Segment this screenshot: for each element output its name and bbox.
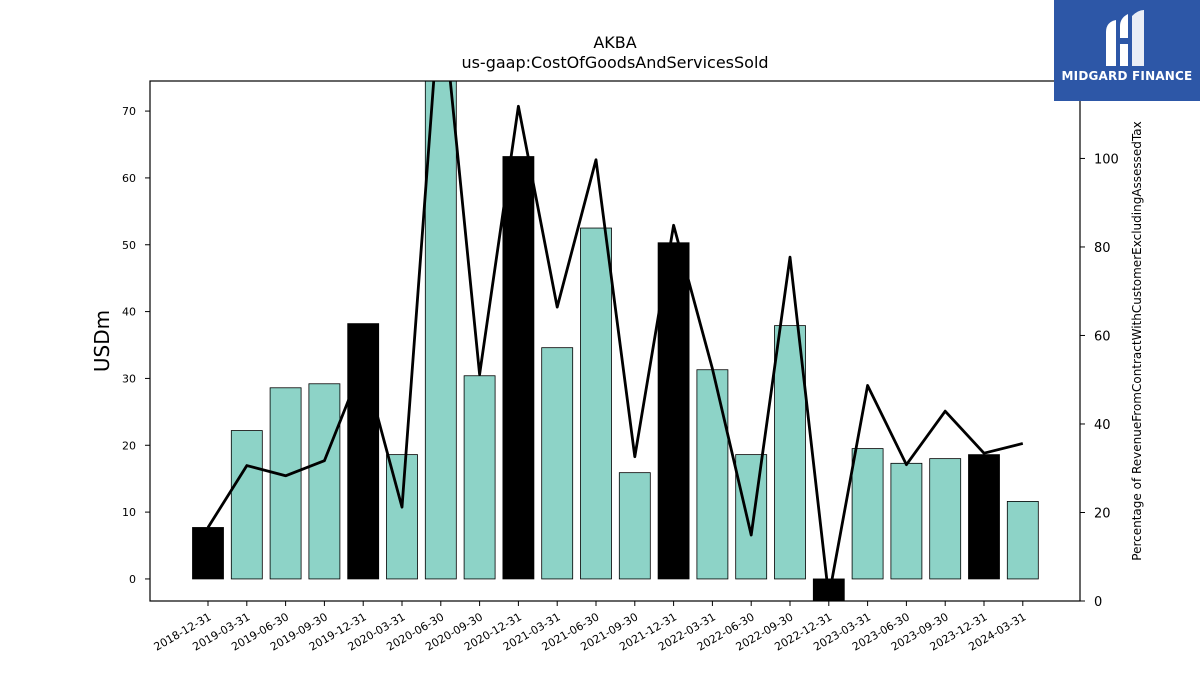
bar-2021-09-30 [618, 472, 651, 580]
plot-frame [149, 80, 1081, 602]
y-tick-label: 20 [122, 439, 136, 452]
bar-2023-03-31 [851, 448, 884, 580]
chart-subtitle: us-gaap:CostOfGoodsAndServicesSold [461, 53, 768, 72]
bar-2019-09-30 [308, 383, 341, 580]
bar-2022-03-31 [696, 369, 729, 580]
y-tick-label: 0 [129, 573, 136, 586]
y-axis-label: USDm [90, 310, 114, 372]
y-tick-label: 30 [122, 372, 136, 385]
y-tick-label: 60 [122, 172, 136, 185]
y2-axis-label: Percentage of RevenueFromContractWithCus… [1130, 121, 1144, 560]
logo-text: MIDGARD FINANCE [1061, 69, 1193, 83]
bar-2022-09-30 [774, 325, 806, 580]
line-group [206, 81, 1024, 599]
bar-2023-09-30 [929, 458, 962, 580]
y2-axis: 0 20 40 60 80 100 [1080, 152, 1119, 610]
bar-2021-12-31 [657, 242, 690, 580]
bar-2021-03-31 [541, 347, 574, 580]
bar-2020-09-30 [463, 375, 496, 580]
bar-2018-12-31 [192, 527, 224, 580]
brand-logo: MIDGARD FINANCE [1054, 0, 1200, 101]
bar-2020-12-31 [502, 156, 535, 580]
bars-group [192, 81, 1039, 601]
y-tick-label: 10 [122, 506, 136, 519]
bar-2023-06-30 [890, 462, 923, 580]
y2-tick-label: 0 [1094, 595, 1102, 610]
y2-tick-label: 60 [1094, 329, 1111, 344]
bar-2023-12-31 [968, 454, 1000, 580]
midgard-logo-icon [1106, 10, 1144, 66]
bar-2020-03-31 [386, 454, 418, 580]
bar-2022-06-30 [735, 454, 768, 580]
y2-tick-label: 20 [1094, 506, 1111, 521]
chart-title: AKBA [593, 33, 636, 52]
x-axis: 2018-12-312019-03-312019-06-302019-09-30… [152, 601, 1028, 654]
bar-2019-12-31 [347, 323, 380, 580]
bar-2019-06-30 [269, 387, 302, 580]
y2-tick-label: 40 [1094, 418, 1111, 433]
bar-2024-03-31 [1006, 501, 1039, 580]
y-axis: 0 10 20 30 40 50 60 70 [122, 105, 150, 586]
bar-2021-06-30 [580, 227, 612, 580]
bar-2019-03-31 [230, 430, 263, 580]
y2-tick-label: 80 [1094, 241, 1111, 256]
y-tick-label: 70 [122, 105, 136, 118]
percentage-line [206, 81, 1024, 599]
y-tick-label: 50 [122, 239, 136, 252]
y2-tick-label: 100 [1094, 152, 1119, 167]
bar-2020-06-30 [424, 81, 457, 580]
y-tick-label: 40 [122, 306, 136, 319]
